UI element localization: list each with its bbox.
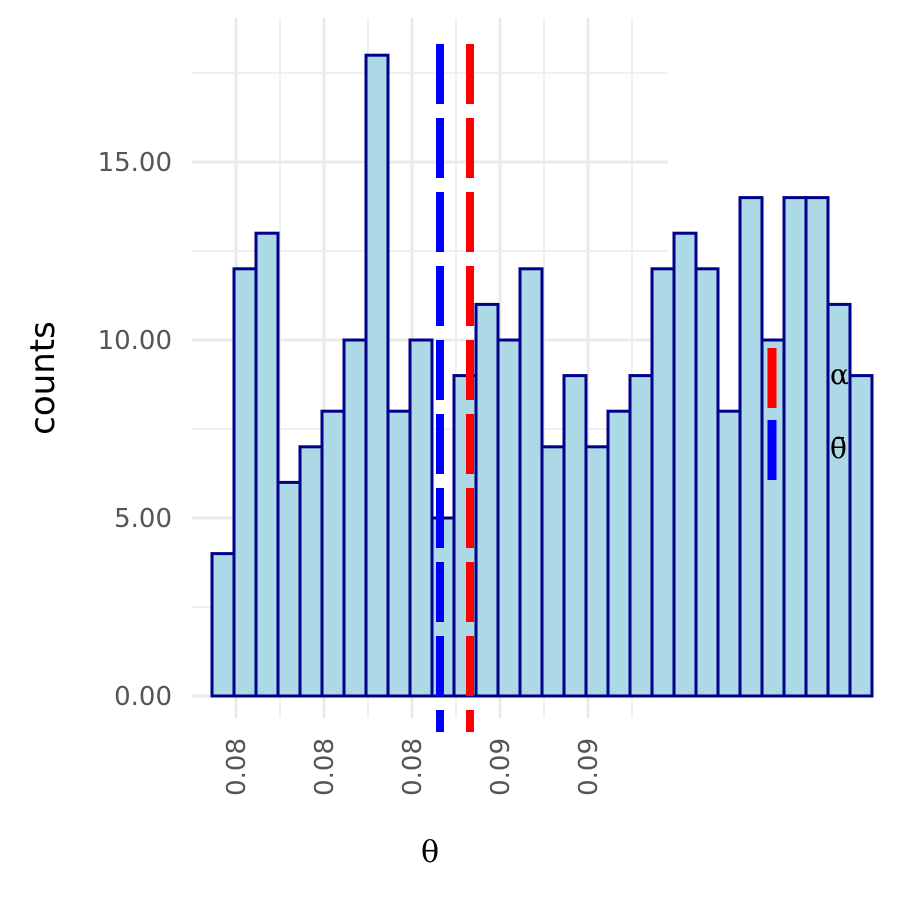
histogram-bar — [518, 267, 544, 698]
histogram-bar — [738, 196, 764, 698]
legend-label-theta-bar: θ̄ — [830, 432, 847, 465]
histogram-bar — [694, 267, 720, 698]
histogram-bar — [320, 409, 346, 698]
y-tick-label: 10.00 — [98, 326, 172, 356]
histogram-bar — [298, 445, 324, 698]
histogram-bars — [210, 53, 874, 698]
x-axis-ticks: 0.08 0.08 0.08 0.09 0.09 — [222, 738, 604, 796]
histogram-bar — [496, 338, 522, 698]
y-tick-label: 15.00 — [98, 148, 172, 178]
x-axis-title: θ — [421, 835, 439, 870]
histogram-bar — [716, 409, 742, 698]
histogram-bar — [254, 231, 280, 698]
histogram-bar — [606, 409, 632, 698]
histogram-bar — [562, 374, 588, 698]
x-tick-label: 0.09 — [574, 738, 604, 796]
histogram-bar — [782, 196, 808, 698]
histogram-bar — [584, 445, 610, 698]
x-tick-label: 0.08 — [398, 738, 428, 796]
x-tick-label: 0.08 — [310, 738, 340, 796]
y-tick-label: 5.00 — [114, 504, 172, 534]
histogram-bar — [210, 552, 236, 698]
y-axis-ticks: 0.00 5.00 10.00 15.00 — [98, 148, 172, 712]
y-tick-label: 0.00 — [114, 682, 172, 712]
histogram-bar — [408, 338, 434, 698]
reference-lines — [436, 44, 474, 732]
histogram-bar — [848, 374, 874, 698]
histogram-bar — [540, 445, 566, 698]
histogram-bar — [650, 267, 676, 698]
histogram-bar — [276, 480, 302, 698]
histogram-bar — [342, 338, 368, 698]
histogram-bar — [364, 53, 390, 698]
histogram-bar — [232, 267, 258, 698]
histogram-bar — [672, 231, 698, 698]
y-axis-title: counts — [23, 321, 63, 435]
x-tick-label: 0.09 — [486, 738, 516, 796]
legend: α θ̄ — [767, 348, 849, 480]
x-tick-label: 0.08 — [222, 738, 252, 796]
histogram-bar — [386, 409, 412, 698]
histogram-bar — [804, 196, 830, 698]
histogram-bar — [474, 302, 500, 698]
legend-label-alpha: α — [830, 358, 849, 391]
histogram-bar — [628, 374, 654, 698]
